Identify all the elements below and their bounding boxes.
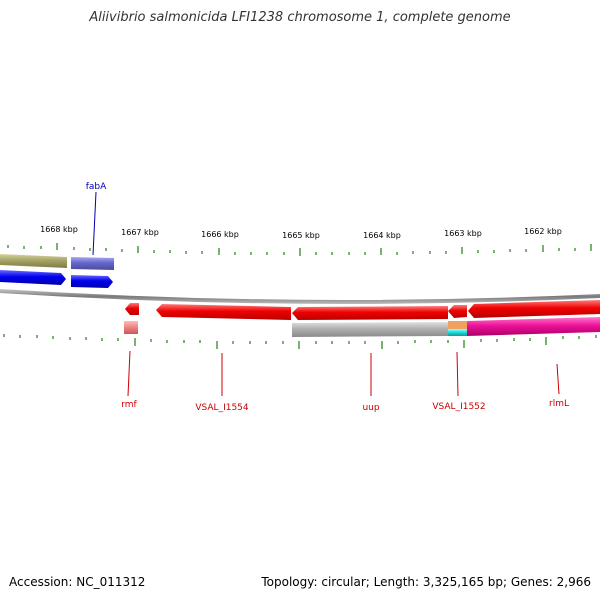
forward-strand-genes	[0, 254, 114, 288]
gene-cyan[interactable]	[448, 329, 467, 336]
gene-label-vsal-i1554[interactable]: VSAL_I1554	[195, 403, 249, 413]
gene-gray[interactable]	[292, 322, 448, 337]
gene-label-rmf[interactable]: rmf	[121, 400, 137, 410]
gene-magenta[interactable]	[467, 317, 600, 336]
chromosome-backbone	[0, 289, 600, 304]
ruler-label-1665: 1665 kbp	[282, 231, 320, 240]
gene-blue-right[interactable]	[71, 275, 113, 288]
gene-rmf[interactable]	[125, 303, 139, 315]
gene-olive[interactable]	[0, 254, 67, 268]
gene-blue-left[interactable]	[0, 270, 66, 285]
gene-orange[interactable]	[448, 321, 467, 329]
gene-uup[interactable]	[292, 306, 448, 320]
accession-text: Accession: NC_011312	[9, 575, 146, 589]
map-title: Aliivibrio salmonicida LFI1238 chromosom…	[89, 10, 511, 25]
genome-summary-text: Topology: circular; Length: 3,325,165 bp…	[261, 575, 591, 589]
gene-vsal-i1554[interactable]	[156, 304, 291, 320]
gene-label-vsal-i1552[interactable]: VSAL_I1552	[432, 402, 485, 412]
gene-rlmL[interactable]	[468, 300, 600, 318]
gene-pink[interactable]	[124, 321, 138, 334]
gene-labels: fabA rmf VSAL_I1554 uup VSAL_I1552 rlmL	[86, 182, 569, 413]
ruler-label-1664: 1664 kbp	[363, 231, 401, 240]
gene-fabA[interactable]	[71, 257, 114, 270]
inner-ruler-ticks	[3, 334, 597, 349]
label-leaders	[92, 191, 560, 397]
ruler-label-1668: 1668 kbp	[40, 225, 78, 234]
ruler-label-1667: 1667 kbp	[121, 228, 159, 237]
ruler-label-1662: 1662 kbp	[524, 227, 562, 236]
ruler-label-1666: 1666 kbp	[201, 230, 239, 239]
ruler-label-1663: 1663 kbp	[444, 229, 482, 238]
ruler-labels: 1668 kbp 1667 kbp 1666 kbp 1665 kbp 1664…	[40, 225, 562, 240]
gene-vsal-i1552[interactable]	[448, 305, 467, 318]
gene-label-fabA[interactable]: fabA	[86, 182, 107, 192]
outer-ruler-ticks	[7, 243, 592, 256]
reverse-strand-genes	[124, 300, 600, 337]
gene-label-rlmL[interactable]: rlmL	[549, 399, 569, 409]
gene-label-uup[interactable]: uup	[362, 403, 379, 413]
